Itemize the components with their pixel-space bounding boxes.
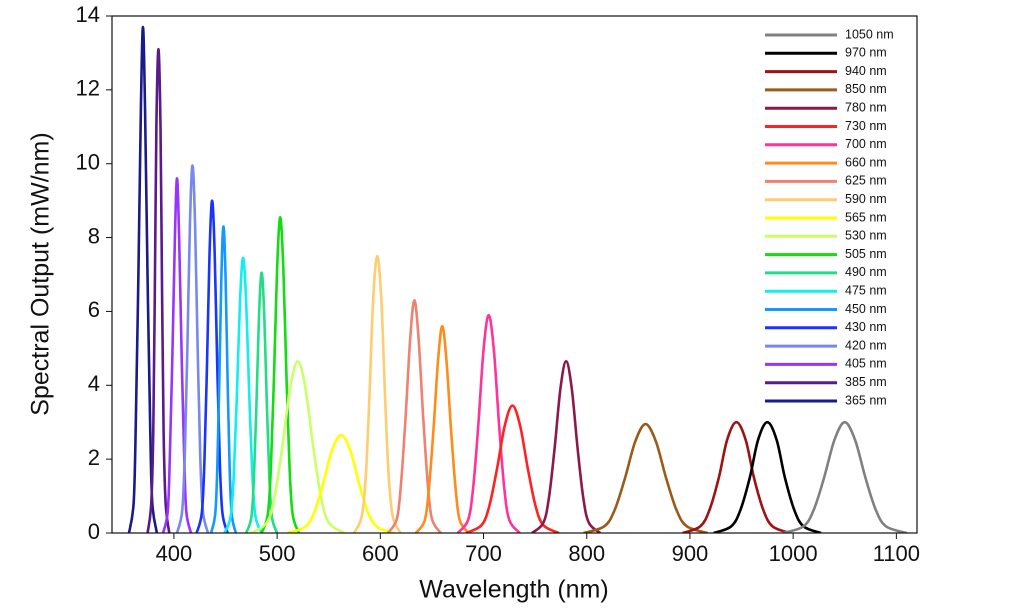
legend-label: 365 nm <box>845 393 887 407</box>
legend-label: 420 nm <box>845 338 887 352</box>
x-tick-label: 400 <box>156 541 193 566</box>
y-tick-label: 0 <box>88 519 100 544</box>
series-line <box>386 299 442 533</box>
legend-label: 385 nm <box>845 375 887 389</box>
legend-label: 940 nm <box>845 64 887 78</box>
plot-area <box>127 25 908 533</box>
x-tick-label: 1100 <box>873 541 920 566</box>
series-line <box>146 47 171 533</box>
y-tick-label: 6 <box>88 297 100 322</box>
legend-label: 730 nm <box>845 119 887 133</box>
legend-label: 490 nm <box>845 265 887 279</box>
legend-label: 850 nm <box>845 82 887 96</box>
x-tick-label: 600 <box>362 541 399 566</box>
series-line <box>531 359 602 533</box>
y-tick-label: 8 <box>88 223 100 248</box>
y-tick-label: 4 <box>88 371 100 396</box>
legend-label: 405 nm <box>845 357 887 371</box>
y-tick-label: 12 <box>76 76 100 101</box>
series-line <box>175 164 210 533</box>
legend-label: 475 nm <box>845 283 887 297</box>
series-line <box>209 225 238 533</box>
legend-label: 590 nm <box>845 192 887 206</box>
x-axis-label: Wavelength (nm) <box>419 576 608 604</box>
legend-label: 450 nm <box>845 302 887 316</box>
series-line <box>195 199 229 533</box>
series-line <box>250 359 345 533</box>
x-tick-label: 500 <box>259 541 296 566</box>
y-axis-label: Spectral Output (mW/nm) <box>27 132 55 415</box>
y-tick-label: 14 <box>76 2 100 27</box>
legend-label: 565 nm <box>845 210 887 224</box>
series-line <box>713 420 822 533</box>
series-line <box>286 433 396 533</box>
legend-label: 780 nm <box>845 100 887 114</box>
y-tick-label: 2 <box>88 445 100 470</box>
x-tick-label: 700 <box>465 541 502 566</box>
y-tick-label: 10 <box>76 150 100 175</box>
series-line <box>352 254 402 533</box>
plot-frame <box>111 15 918 534</box>
legend-label: 505 nm <box>845 247 887 261</box>
series-line <box>260 215 301 533</box>
x-tick-label: 800 <box>568 541 605 566</box>
legend-label: 430 nm <box>845 320 887 334</box>
legend-label: 625 nm <box>845 174 887 188</box>
legend-label: 530 nm <box>845 229 887 243</box>
series-line <box>414 324 470 533</box>
legend-label: 700 nm <box>845 137 887 151</box>
series-line <box>682 420 791 533</box>
x-tick-label: 900 <box>672 541 709 566</box>
legend-label: 1050 nm <box>845 27 894 41</box>
series-line <box>127 25 159 533</box>
legend-label: 970 nm <box>845 46 887 60</box>
series-line <box>456 313 521 533</box>
series-line <box>782 420 908 533</box>
series-line <box>465 404 560 533</box>
legend-label: 660 nm <box>845 155 887 169</box>
series-line <box>583 422 708 533</box>
x-tick-label: 1000 <box>769 541 818 566</box>
